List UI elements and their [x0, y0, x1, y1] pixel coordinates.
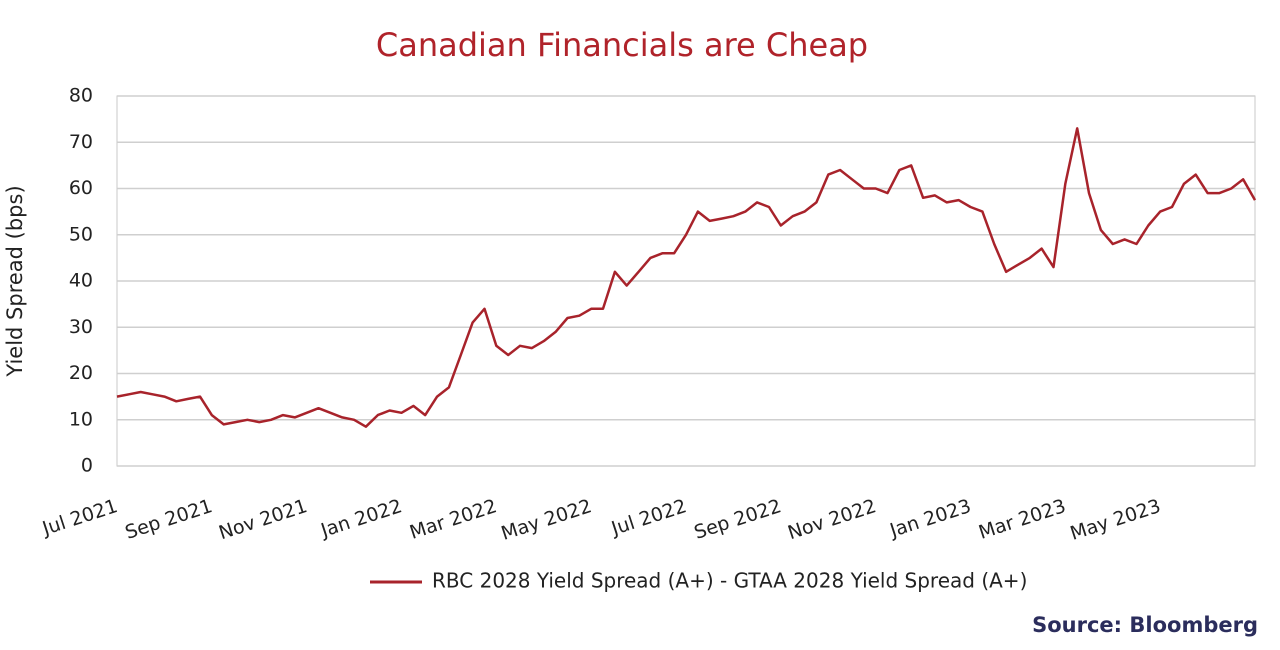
x-tick-label: Nov 2022 — [785, 495, 879, 544]
source-note: Source: Bloomberg — [1032, 613, 1258, 637]
x-tick-label: Nov 2021 — [216, 495, 310, 544]
chart-title: Canadian Financials are Cheap — [376, 26, 868, 64]
series-line — [116, 127, 1257, 428]
y-tick-label: 50 — [69, 223, 93, 245]
y-tick-label: 40 — [69, 270, 93, 292]
y-tick-label: 10 — [69, 408, 93, 430]
y-tick-label: 0 — [81, 455, 93, 477]
x-tick-label: Mar 2022 — [407, 495, 500, 544]
y-tick-label: 70 — [69, 131, 93, 153]
y-tick-label: 80 — [69, 85, 93, 107]
x-tick-label: Jul 2021 — [39, 495, 120, 540]
x-tick-label: Mar 2023 — [976, 495, 1069, 544]
x-tick-label: Sep 2022 — [691, 495, 784, 544]
legend-label: RBC 2028 Yield Spread (A+) - GTAA 2028 Y… — [432, 569, 1027, 593]
x-tick-label: Jul 2022 — [608, 495, 689, 540]
x-tick-label: Sep 2021 — [122, 495, 215, 544]
x-tick-label: May 2023 — [1068, 495, 1164, 545]
y-tick-label: 30 — [69, 316, 93, 338]
y-tick-label: 20 — [69, 362, 93, 384]
y-axis-label: Yield Spread (bps) — [3, 185, 27, 377]
x-tick-label: May 2022 — [499, 495, 595, 545]
y-tick-label: 60 — [69, 177, 93, 199]
x-tick-label: Jan 2023 — [886, 495, 973, 542]
x-tick-label: Jan 2022 — [317, 495, 404, 542]
